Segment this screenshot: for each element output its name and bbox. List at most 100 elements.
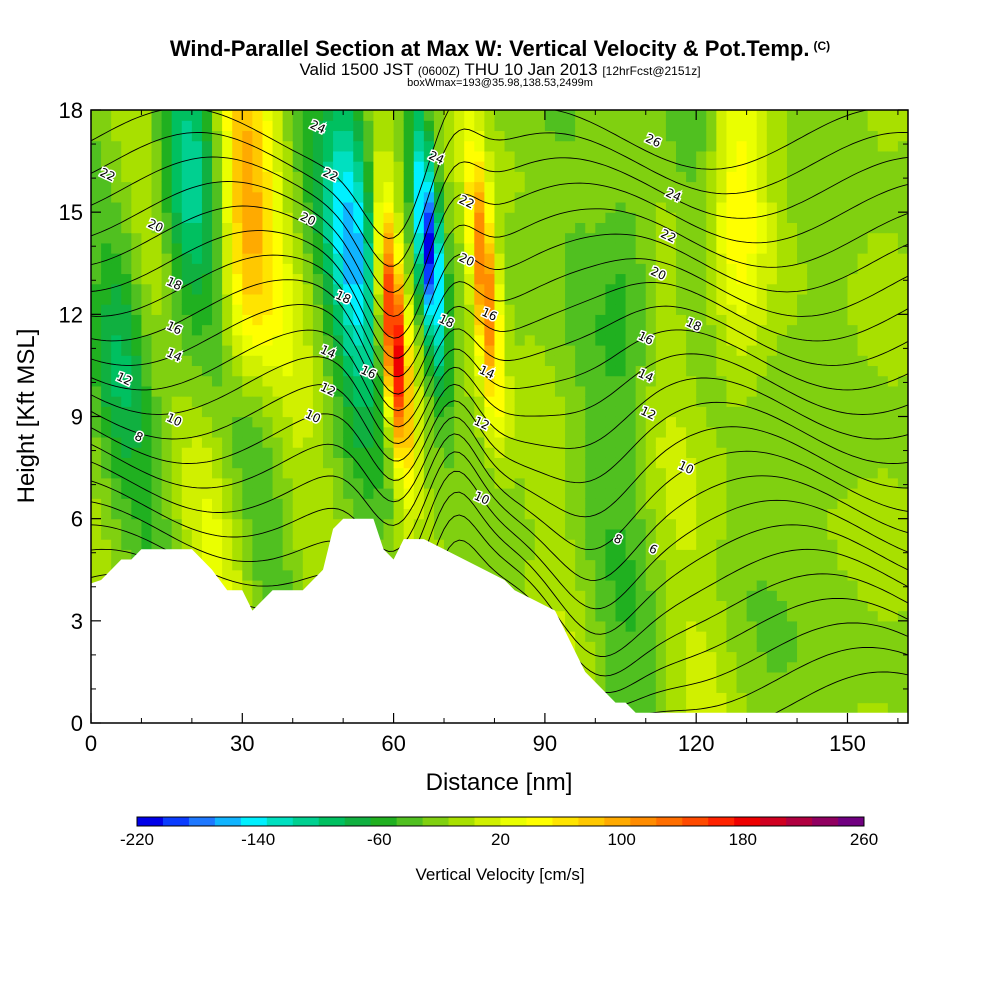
velocity-cell bbox=[655, 273, 667, 285]
velocity-cell bbox=[897, 549, 908, 561]
velocity-cell bbox=[625, 232, 637, 244]
velocity-cell bbox=[827, 590, 838, 601]
velocity-cell bbox=[625, 467, 637, 479]
velocity-cell bbox=[494, 539, 506, 550]
velocity-cell bbox=[514, 365, 526, 377]
velocity-cell bbox=[292, 528, 304, 540]
velocity-cell bbox=[897, 641, 908, 653]
velocity-cell bbox=[786, 161, 798, 172]
velocity-cell bbox=[595, 293, 607, 305]
velocity-cell bbox=[565, 355, 576, 367]
velocity-cell bbox=[756, 150, 768, 162]
velocity-cell bbox=[887, 579, 899, 591]
velocity-cell bbox=[383, 304, 395, 315]
velocity-cell bbox=[322, 120, 334, 132]
velocity-cell bbox=[151, 477, 163, 489]
velocity-cell bbox=[514, 171, 526, 183]
velocity-cell bbox=[292, 406, 304, 418]
velocity-cell bbox=[746, 447, 758, 458]
velocity-cell bbox=[827, 569, 838, 581]
velocity-cell bbox=[706, 181, 717, 193]
velocity-cell bbox=[222, 344, 233, 356]
velocity-cell bbox=[212, 559, 223, 571]
velocity-cell bbox=[111, 396, 122, 407]
velocity-cell bbox=[575, 508, 586, 520]
velocity-cell bbox=[827, 140, 838, 152]
velocity-cell bbox=[524, 222, 536, 234]
velocity-cell bbox=[686, 273, 697, 285]
velocity-cell bbox=[625, 457, 637, 469]
velocity-cell bbox=[131, 396, 143, 407]
velocity-cell bbox=[494, 130, 506, 142]
velocity-cell bbox=[565, 569, 576, 581]
velocity-cell bbox=[575, 344, 586, 356]
velocity-cell bbox=[736, 263, 748, 275]
theta-contour-line bbox=[91, 279, 908, 395]
velocity-cell bbox=[585, 385, 596, 397]
velocity-cell bbox=[827, 416, 838, 428]
velocity-cell bbox=[302, 314, 314, 326]
velocity-cell bbox=[322, 130, 334, 142]
velocity-cell bbox=[393, 253, 405, 264]
velocity-cell bbox=[877, 682, 889, 693]
velocity-cell bbox=[232, 569, 243, 581]
velocity-cell bbox=[333, 253, 344, 264]
velocity-cell bbox=[292, 488, 304, 499]
velocity-cell bbox=[797, 539, 808, 550]
velocity-cell bbox=[534, 181, 546, 193]
velocity-cell bbox=[131, 253, 143, 264]
velocity-cell bbox=[262, 140, 274, 152]
velocity-cell bbox=[565, 314, 576, 326]
velocity-cell bbox=[817, 120, 828, 132]
velocity-cell bbox=[736, 498, 748, 510]
velocity-cell bbox=[171, 120, 183, 132]
velocity-cell bbox=[242, 304, 253, 315]
velocity-cell bbox=[232, 416, 243, 428]
velocity-cell bbox=[242, 283, 253, 295]
velocity-cell bbox=[262, 130, 274, 142]
velocity-cell bbox=[383, 426, 395, 438]
velocity-cell bbox=[807, 406, 818, 418]
velocity-cell bbox=[363, 498, 375, 510]
velocity-cell bbox=[615, 590, 627, 601]
velocity-cell bbox=[635, 692, 647, 704]
velocity-cell bbox=[696, 201, 707, 213]
velocity-cell bbox=[565, 477, 576, 489]
velocity-cell bbox=[867, 120, 879, 132]
velocity-cell bbox=[454, 396, 465, 407]
velocity-cell bbox=[171, 140, 183, 152]
velocity-cell bbox=[686, 600, 697, 612]
velocity-cell bbox=[474, 355, 485, 367]
velocity-cell bbox=[605, 293, 617, 305]
velocity-cell bbox=[131, 222, 143, 234]
velocity-cell bbox=[746, 620, 758, 632]
velocity-cell bbox=[595, 181, 607, 193]
velocity-cell bbox=[343, 365, 354, 377]
velocity-cell bbox=[242, 263, 253, 275]
velocity-cell bbox=[252, 212, 264, 223]
velocity-cell bbox=[121, 528, 132, 540]
velocity-cell bbox=[393, 150, 405, 162]
velocity-cell bbox=[716, 191, 728, 203]
velocity-cell bbox=[544, 518, 556, 530]
velocity-cell bbox=[686, 171, 697, 183]
velocity-cell bbox=[746, 201, 758, 213]
velocity-cell bbox=[877, 528, 889, 540]
velocity-cell bbox=[474, 201, 485, 213]
velocity-cell bbox=[595, 426, 607, 438]
velocity-cell bbox=[696, 610, 707, 622]
velocity-cell bbox=[272, 539, 284, 550]
velocity-cell bbox=[827, 539, 838, 550]
velocity-cell bbox=[373, 110, 385, 121]
velocity-cell bbox=[716, 130, 728, 142]
velocity-cell bbox=[605, 682, 617, 693]
velocity-cell bbox=[877, 447, 889, 458]
velocity-cell bbox=[585, 426, 596, 438]
velocity-cell bbox=[272, 569, 284, 581]
velocity-cell bbox=[716, 110, 728, 121]
velocity-cell bbox=[312, 161, 324, 172]
velocity-cell bbox=[867, 293, 879, 305]
velocity-cell bbox=[857, 334, 869, 346]
velocity-cell bbox=[736, 344, 748, 356]
velocity-cell bbox=[524, 375, 536, 387]
